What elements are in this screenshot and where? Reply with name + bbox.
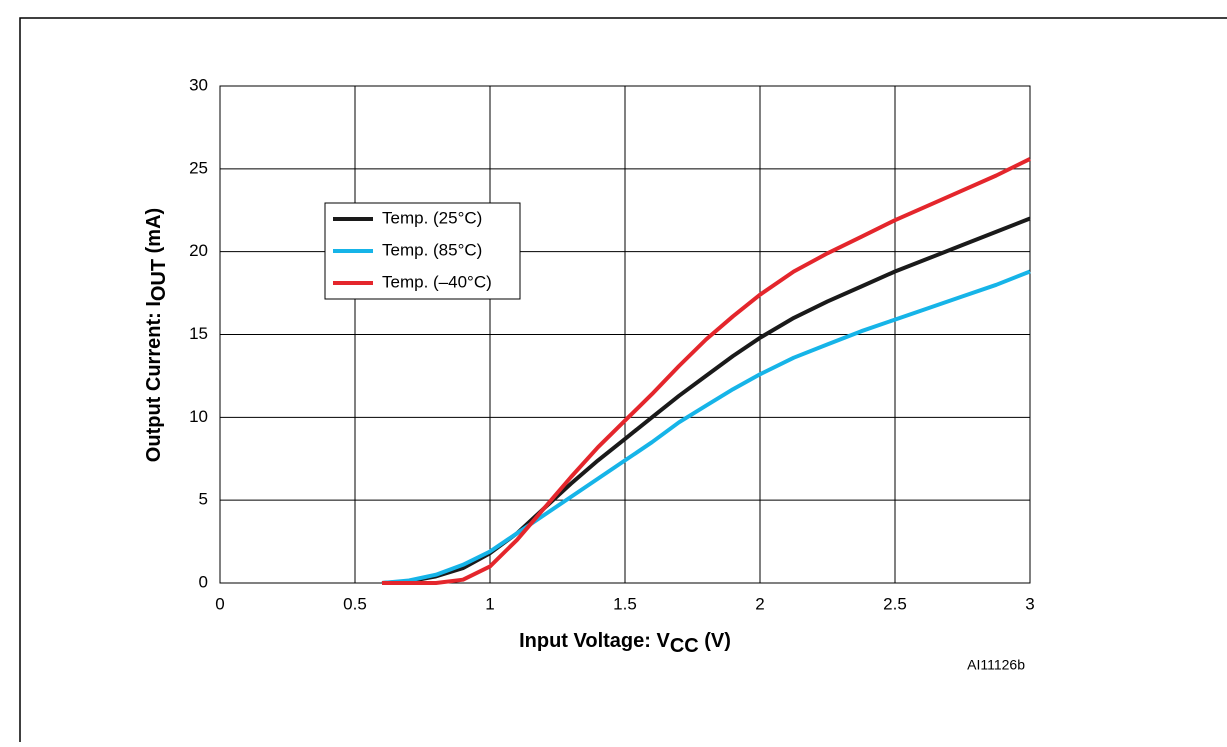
legend-label: Temp. (25°C) [382,208,482,227]
y-axis-label: Output Current: IOUT (mA) [143,208,170,462]
x-tick-label: 3 [1025,594,1034,613]
figure-id: AI11126b [967,657,1025,673]
series-line [381,216,1031,585]
y-tick-label: 15 [189,324,208,343]
y-tick-label: 5 [199,490,208,509]
legend-label: Temp. (–40°C) [382,272,492,291]
y-tick-label: 10 [189,407,208,426]
x-tick-label: 2.5 [883,594,907,613]
series-line [382,157,1031,585]
x-tick-label: 0.5 [343,594,367,613]
x-axis-label: Input Voltage: VCC (V) [519,630,731,657]
y-tick-label: 25 [189,158,208,177]
y-tick-label: 30 [189,75,208,94]
x-tick-label: 1 [485,594,494,613]
legend-label: Temp. (85°C) [382,240,482,259]
y-tick-label: 20 [189,241,208,260]
series-line [381,269,1031,585]
frame [19,17,1227,747]
y-tick-label: 0 [199,572,208,591]
x-tick-label: 0 [215,594,224,613]
x-tick-label: 2 [755,594,764,613]
x-tick-label: 1.5 [613,594,637,613]
